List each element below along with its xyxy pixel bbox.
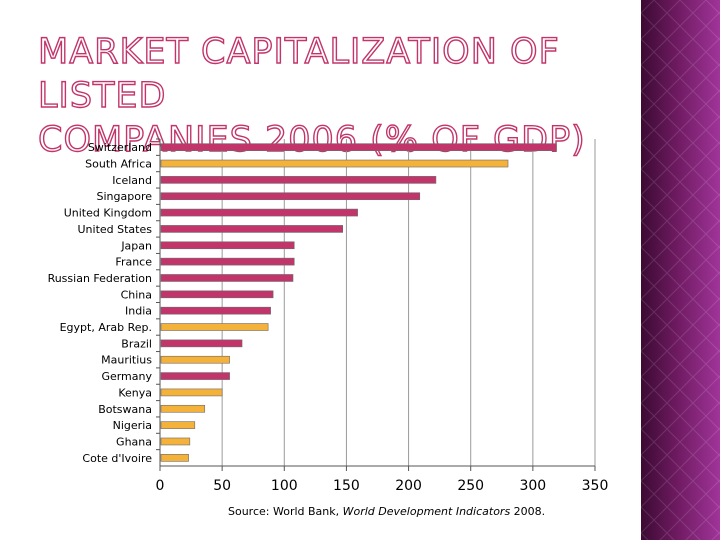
bar-cote-d-ivoire (160, 454, 189, 462)
bar-iceland (160, 176, 437, 184)
category-label-switzerland: Switzerland (88, 141, 152, 154)
bar-switzerland (160, 143, 557, 151)
category-label-united-states: United States (78, 223, 153, 236)
x-tick-label-250: 250 (457, 478, 484, 494)
category-label-botswana: Botswana (98, 403, 152, 416)
category-label-egypt-arab-rep: Egypt, Arab Rep. (60, 321, 152, 334)
category-label-south-africa: South Africa (85, 158, 152, 171)
slide-title: Market Capitalization of Listed Companie… (37, 30, 638, 162)
x-tick-label-350: 350 (582, 478, 609, 494)
bar-egypt-arab-rep (160, 323, 269, 331)
bar-france (160, 257, 295, 266)
diamond-pattern (641, 0, 720, 540)
bar-botswana (160, 404, 206, 413)
x-tick-label-50: 50 (213, 478, 231, 494)
category-label-brazil: Brazil (121, 337, 152, 350)
category-label-china: China (121, 288, 152, 301)
x-tick-label-300: 300 (519, 478, 546, 494)
source-suffix: 2008. (510, 505, 546, 518)
bar-south-africa (160, 159, 509, 168)
category-label-india: India (125, 305, 152, 318)
axes (156, 138, 596, 471)
bar-singapore (160, 192, 421, 201)
bars (160, 143, 557, 462)
x-tick-label-100: 100 (271, 478, 298, 494)
category-label-germany: Germany (101, 370, 152, 383)
category-label-kenya: Kenya (118, 386, 152, 399)
slide-title-line-2: Companies 2006 (% of GDP) (37, 119, 586, 160)
x-tick-label-150: 150 (333, 478, 360, 494)
slide-title-line-1: Market Capitalization of Listed (37, 31, 560, 116)
decorative-side-panel (641, 0, 720, 540)
category-label-united-kingdom: United Kingdom (64, 207, 152, 220)
category-label-japan: Japan (120, 239, 152, 252)
bar-ghana (160, 437, 191, 446)
category-labels: Switzerland South Africa Iceland Singapore U… (48, 141, 153, 465)
bar-brazil (160, 339, 243, 348)
category-label-singapore: Singapore (97, 190, 153, 203)
bar-india (160, 306, 271, 315)
bar-russian-federation (160, 274, 294, 282)
category-label-ghana: Ghana (116, 435, 152, 448)
bar-china (160, 290, 274, 299)
bar-chart: Switzerland South Africa Iceland Singapore U… (48, 138, 609, 494)
bar-germany (160, 372, 230, 380)
x-tick-label-200: 200 (395, 478, 422, 494)
category-label-france: France (115, 256, 152, 269)
category-label-russian-federation: Russian Federation (48, 272, 152, 285)
bar-united-states (160, 225, 343, 233)
category-label-iceland: Iceland (112, 174, 152, 187)
category-label-nigeria: Nigeria (113, 419, 152, 432)
bar-mauritius (160, 355, 230, 364)
bar-japan (160, 241, 295, 250)
category-label-mauritius: Mauritius (101, 354, 152, 367)
x-tick-label-0: 0 (156, 478, 165, 494)
source-note: Source: World Bank, World Development In… (228, 505, 628, 518)
source-publication: World Development Indicators (342, 505, 511, 518)
x-tick-labels: 0 50 100 150 200 250 300 350 (156, 478, 609, 494)
bar-kenya (160, 388, 223, 397)
gridlines (221, 139, 596, 466)
source-prefix: Source: World Bank, (228, 505, 343, 518)
category-label-cote-d-ivoire: Cote d'Ivoire (82, 452, 152, 465)
bar-nigeria (160, 421, 196, 429)
bar-united-kingdom (160, 208, 358, 217)
